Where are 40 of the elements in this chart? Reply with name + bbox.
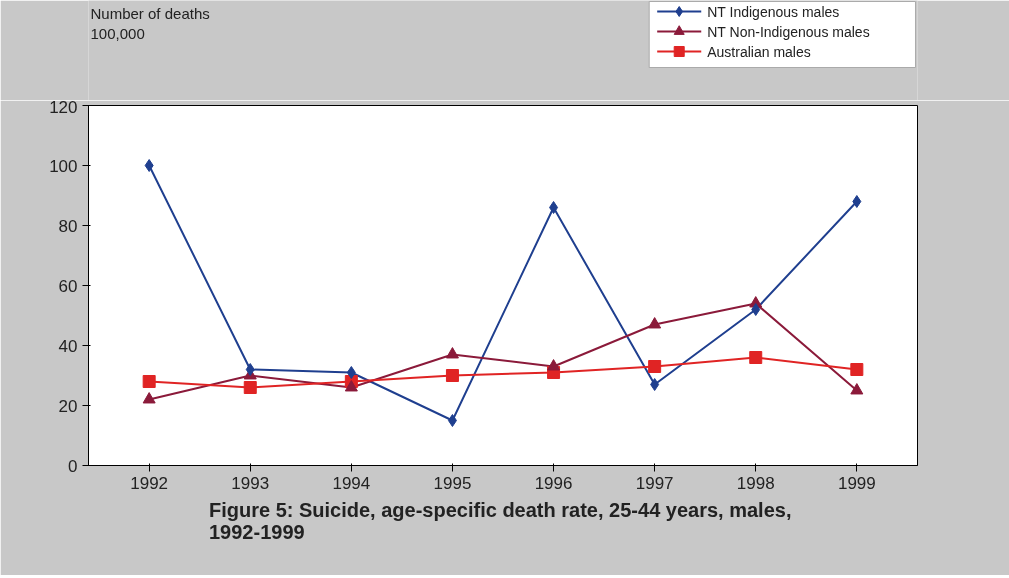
- point: [445, 347, 459, 359]
- point: [142, 392, 156, 404]
- point: [549, 201, 559, 214]
- point: [447, 414, 457, 427]
- point: [751, 303, 761, 316]
- point: [243, 381, 257, 394]
- legend-label: NT Non-Indigenous males: [707, 23, 870, 40]
- x-tick-label: 1994: [332, 473, 371, 493]
- point: [850, 383, 864, 395]
- x-tick-label: 1998: [736, 473, 775, 493]
- point: [344, 380, 358, 392]
- y-tick-label: 80: [58, 216, 78, 236]
- y-tick-label: 20: [58, 396, 78, 416]
- x-tick-label: 1993: [231, 473, 270, 493]
- point: [346, 366, 356, 379]
- point: [648, 360, 662, 373]
- y-axis-title: Number of deaths 100,000: [90, 4, 210, 42]
- legend-label: NT Indigenous males: [707, 3, 840, 20]
- point: [445, 369, 459, 382]
- x-tick-label: 1996: [534, 473, 573, 493]
- x-tick-label: 1999: [837, 473, 876, 493]
- point: [142, 375, 156, 388]
- x-tick-label: 1997: [635, 473, 674, 493]
- text: Figure 5: Suicide, age-specific death rate, 25-44 years, males, 1992-1999: [208, 498, 792, 543]
- y-tick-label: 120: [49, 97, 78, 117]
- point: [749, 351, 763, 364]
- point: [547, 359, 561, 371]
- y-tick-label: 0: [68, 456, 78, 476]
- point: [245, 363, 255, 376]
- point: [650, 378, 660, 391]
- x-tick-label: 1995: [433, 473, 472, 493]
- y-tick-label: 40: [58, 336, 78, 356]
- point: [850, 363, 864, 376]
- legend-label: Australian males: [707, 43, 811, 60]
- x-tick-label: 1992: [130, 473, 169, 493]
- point: [852, 195, 862, 208]
- y-tick-label: 100: [49, 156, 78, 176]
- point: [648, 317, 662, 329]
- y-tick-label: 60: [58, 276, 78, 296]
- point: [144, 159, 154, 172]
